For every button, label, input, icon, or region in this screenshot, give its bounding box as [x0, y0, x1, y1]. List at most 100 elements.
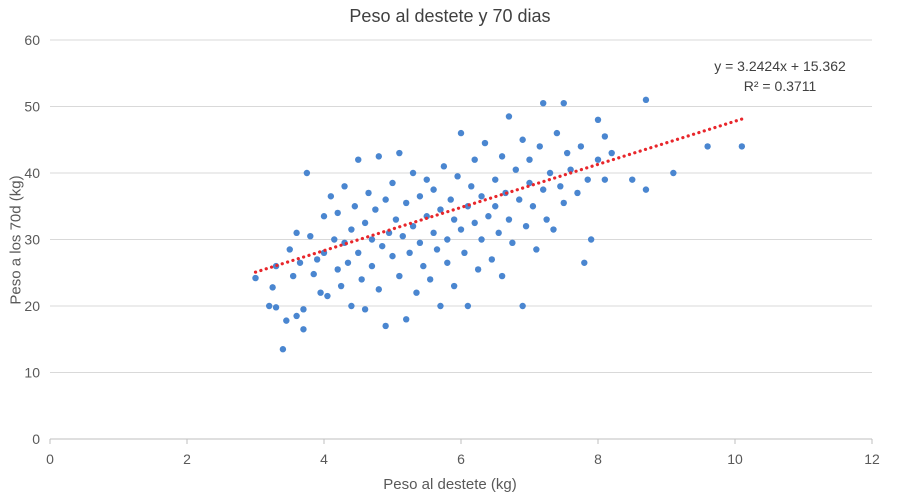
- data-point: [289, 272, 297, 280]
- data-point: [355, 249, 362, 256]
- data-point: [447, 196, 454, 203]
- data-point: [594, 116, 602, 124]
- data-point: [269, 284, 276, 291]
- data-point: [519, 302, 526, 310]
- data-point: [560, 199, 567, 207]
- data-point: [300, 306, 307, 313]
- data-point: [536, 143, 543, 150]
- data-point: [509, 239, 516, 247]
- data-point: [450, 216, 458, 223]
- data-point: [516, 196, 523, 203]
- data-point: [423, 176, 430, 183]
- data-point: [406, 249, 413, 256]
- data-point: [574, 189, 581, 197]
- data-point: [498, 153, 506, 160]
- data-point: [379, 242, 386, 250]
- data-point: [563, 149, 571, 157]
- data-point: [519, 136, 526, 143]
- y-tick-label: 0: [32, 431, 40, 447]
- data-point: [529, 203, 537, 210]
- y-tick-label: 30: [24, 232, 40, 248]
- data-point: [382, 196, 389, 203]
- data-point: [457, 226, 465, 233]
- data-point: [629, 176, 636, 183]
- data-point: [331, 236, 338, 243]
- data-point: [584, 176, 591, 183]
- data-point: [413, 289, 420, 296]
- data-point: [399, 232, 406, 240]
- y-tick-label: 10: [24, 365, 40, 381]
- y-axis-label: Peso a los 70d (kg): [7, 175, 25, 305]
- data-point: [252, 274, 259, 282]
- data-point: [642, 96, 650, 104]
- data-point: [416, 239, 424, 247]
- data-point: [492, 203, 499, 210]
- x-tick-label: 2: [183, 451, 191, 467]
- data-point: [385, 229, 393, 237]
- data-point: [313, 256, 321, 263]
- data-point: [557, 183, 564, 190]
- trendline: [253, 117, 744, 274]
- data-point: [361, 219, 369, 227]
- data-point: [471, 156, 478, 163]
- data-point: [430, 186, 437, 193]
- data-point: [738, 143, 746, 150]
- y-tick-label: 20: [24, 298, 40, 314]
- data-point: [468, 183, 475, 190]
- data-point: [337, 282, 345, 290]
- data-point: [396, 149, 403, 157]
- data-point: [601, 133, 609, 140]
- data-point: [560, 99, 567, 107]
- data-point: [444, 236, 451, 243]
- data-point: [396, 272, 403, 280]
- x-tick-label: 10: [727, 451, 743, 467]
- data-point: [361, 306, 369, 313]
- data-point: [498, 272, 506, 280]
- data-point: [372, 206, 379, 213]
- data-point: [344, 259, 352, 266]
- data-point: [433, 246, 441, 253]
- data-point: [351, 203, 359, 210]
- data-point: [553, 129, 561, 137]
- data-point: [495, 229, 502, 237]
- data-point: [505, 216, 513, 223]
- data-point: [608, 149, 615, 157]
- data-point: [474, 266, 482, 273]
- data-point: [389, 252, 396, 260]
- data-point: [550, 226, 557, 233]
- data-point: [478, 193, 485, 200]
- data-point: [437, 302, 444, 310]
- trendline-equation: y = 3.2424x + 15.362: [714, 58, 846, 74]
- data-point: [457, 129, 465, 137]
- data-point: [642, 186, 650, 193]
- y-tick-label: 60: [24, 32, 40, 48]
- data-point: [368, 262, 376, 270]
- x-tick-label: 6: [457, 451, 465, 467]
- data-point: [310, 270, 317, 278]
- data-point: [444, 259, 451, 266]
- data-point: [540, 186, 547, 193]
- data-point: [577, 143, 585, 150]
- data-point: [324, 292, 331, 300]
- data-point: [601, 176, 609, 183]
- data-point: [670, 169, 677, 177]
- data-point: [485, 213, 492, 220]
- data-point: [293, 312, 300, 320]
- data-point: [540, 99, 547, 107]
- data-point: [481, 139, 489, 147]
- data-point: [546, 169, 554, 177]
- data-point: [341, 183, 348, 190]
- data-point: [355, 156, 362, 163]
- data-point: [403, 199, 410, 207]
- data-point: [450, 282, 458, 290]
- trendline-r-squared: R² = 0.3711: [743, 78, 817, 94]
- data-point: [403, 316, 410, 323]
- data-point: [461, 249, 468, 256]
- data-point: [420, 262, 427, 270]
- data-point: [440, 163, 448, 170]
- data-point: [522, 223, 530, 230]
- y-tick-label: 40: [24, 165, 40, 181]
- data-point: [505, 113, 513, 120]
- data-point: [526, 156, 533, 163]
